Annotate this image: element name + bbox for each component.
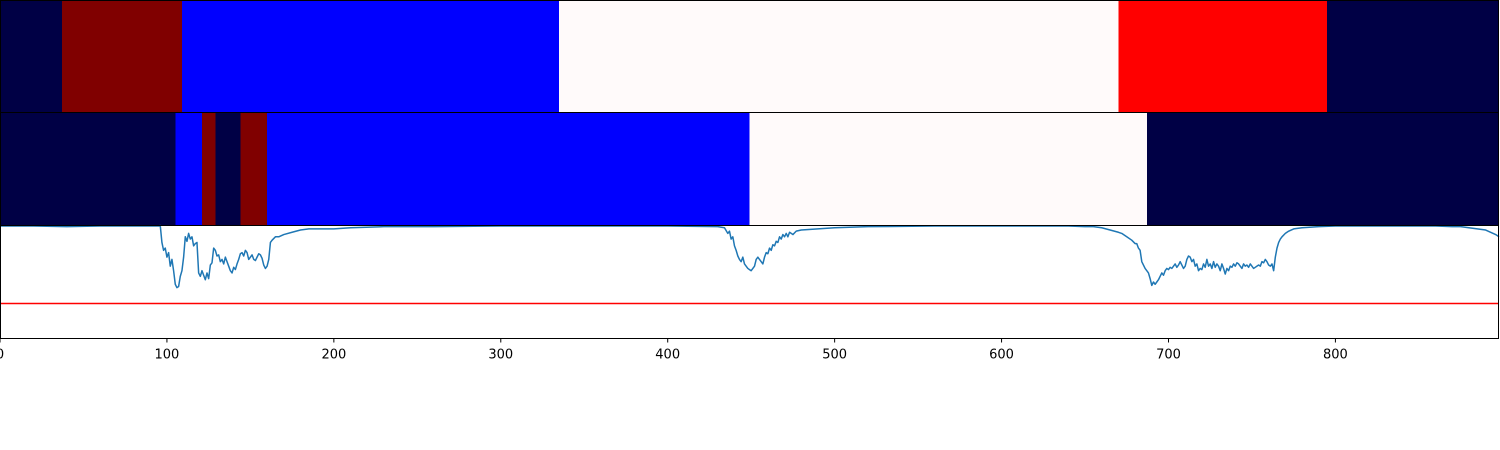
x-tick-label: 100 bbox=[155, 348, 180, 363]
x-tick-label: 600 bbox=[989, 348, 1014, 363]
state-segment-1 bbox=[0, 112, 176, 226]
state-segment-7 bbox=[749, 112, 1147, 226]
x-tick-label: 500 bbox=[822, 348, 847, 363]
line-panel-frame bbox=[0, 225, 1499, 339]
state-segment-5 bbox=[240, 112, 268, 226]
line-panel bbox=[0, 224, 1500, 339]
x-tick-label: 400 bbox=[655, 348, 680, 363]
x-tick-label: 0 bbox=[0, 348, 4, 363]
state-segment-2 bbox=[175, 112, 202, 226]
state-track-middle bbox=[0, 112, 1499, 226]
x-tick-label: 300 bbox=[488, 348, 513, 363]
state-segment-4 bbox=[559, 0, 1119, 113]
series-line-1 bbox=[0, 224, 1500, 289]
state-segment-5 bbox=[1118, 0, 1328, 113]
state-segment-4 bbox=[215, 112, 241, 226]
state-segment-2 bbox=[61, 0, 182, 113]
state-segment-3 bbox=[181, 0, 560, 113]
x-tick-label: 800 bbox=[1323, 348, 1348, 363]
state-segment-3 bbox=[201, 112, 216, 226]
state-track-top bbox=[0, 0, 1499, 113]
x-tick-label: 700 bbox=[1156, 348, 1181, 363]
state-segment-6 bbox=[1327, 0, 1499, 113]
state-segment-1 bbox=[0, 0, 62, 113]
x-tick-label: 200 bbox=[321, 348, 346, 363]
state-segment-8 bbox=[1146, 112, 1499, 226]
x-axis: 0 100 200 300 400 500 600 700 800 bbox=[0, 338, 1348, 363]
state-segment-6 bbox=[267, 112, 750, 226]
